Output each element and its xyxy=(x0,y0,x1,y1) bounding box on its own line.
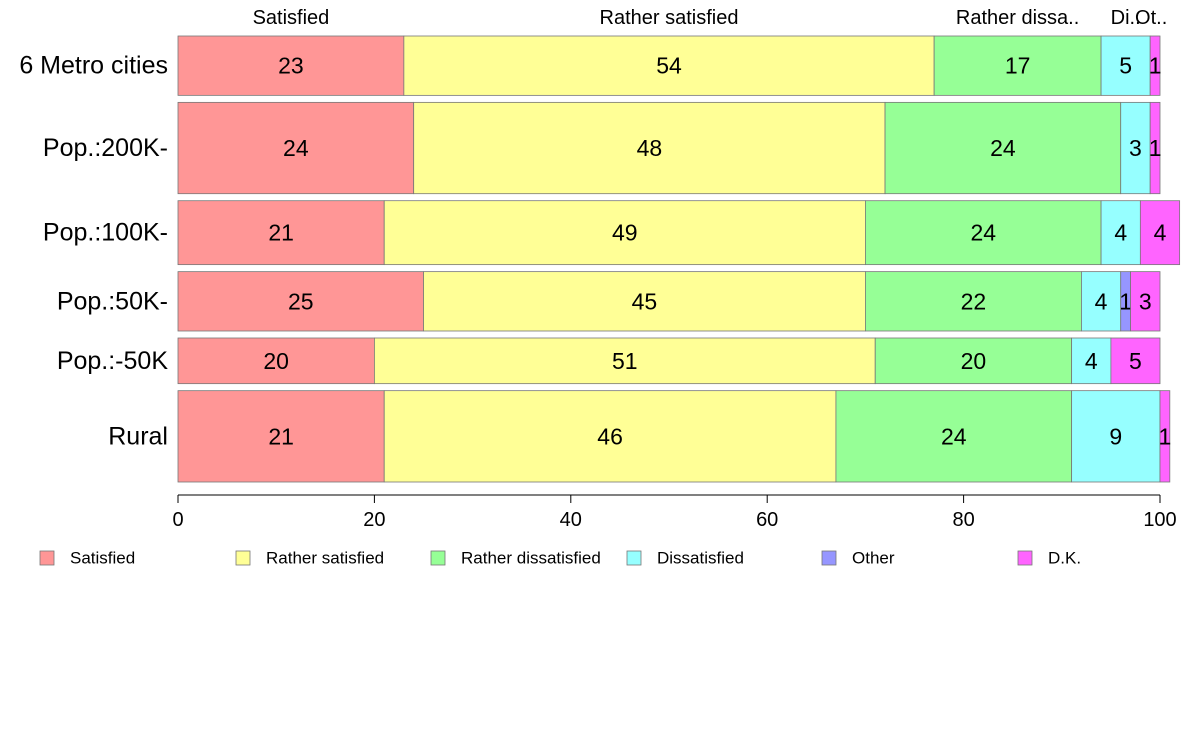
bar-segment xyxy=(177,271,424,332)
bar-segment xyxy=(177,35,405,96)
data-label: 3 xyxy=(1129,135,1142,161)
x-tick-label: 40 xyxy=(560,509,582,531)
data-label: 4 xyxy=(1154,220,1167,246)
top-label: Rather dissa.. xyxy=(956,7,1079,29)
category-label: Pop.:200K- xyxy=(43,134,168,162)
data-label: 49 xyxy=(612,220,638,246)
data-label: 24 xyxy=(990,135,1016,161)
data-label: 1 xyxy=(1149,53,1162,79)
bar-segment xyxy=(383,200,866,266)
data-label: 24 xyxy=(941,423,967,449)
legend-swatch xyxy=(430,550,446,566)
bar-segment xyxy=(865,271,1082,332)
legend-swatch xyxy=(1017,550,1033,566)
legend-label: Rather satisfied xyxy=(266,549,384,568)
legend-swatch xyxy=(821,550,837,566)
bar-segment xyxy=(177,337,375,385)
legend-label: D.K. xyxy=(1048,549,1081,568)
category-label: Pop.:-50K xyxy=(57,347,169,375)
bar-segment xyxy=(1100,200,1141,266)
top-label: Rather satisfied xyxy=(600,7,739,29)
x-tick-label: 0 xyxy=(172,509,183,531)
legend-label: Dissatisfied xyxy=(657,549,744,568)
data-label: 20 xyxy=(263,348,289,374)
bar-segment xyxy=(177,101,415,195)
data-label: 1 xyxy=(1149,135,1162,161)
x-tick-label: 20 xyxy=(363,509,385,531)
bar-segment xyxy=(1071,390,1161,483)
bar-segment xyxy=(1071,337,1112,385)
data-label: 54 xyxy=(656,53,682,79)
bar-segment xyxy=(1110,337,1161,385)
bar-segment xyxy=(383,390,837,483)
x-tick-label: 100 xyxy=(1143,509,1176,531)
x-tick-label: 60 xyxy=(756,509,778,531)
bar-segment xyxy=(865,200,1102,266)
legend-label: Rather dissatisfied xyxy=(461,549,601,568)
bar-segment xyxy=(1130,271,1161,332)
bar-segment xyxy=(835,390,1073,483)
data-label: 3 xyxy=(1139,288,1152,314)
category-label: Pop.:100K- xyxy=(43,219,168,247)
bar-segment xyxy=(1100,35,1151,96)
legend-swatch xyxy=(235,550,251,566)
bar-segment xyxy=(1120,101,1151,195)
bar-segment xyxy=(177,390,385,483)
data-label: 4 xyxy=(1085,348,1098,374)
data-label: 9 xyxy=(1109,423,1122,449)
data-label: 20 xyxy=(961,348,987,374)
bar-segment xyxy=(1149,35,1161,96)
top-label: Satisfied xyxy=(253,7,330,29)
bar-segment xyxy=(423,271,866,332)
data-label: 5 xyxy=(1119,53,1132,79)
data-label: 25 xyxy=(288,288,314,314)
legend-label: Satisfied xyxy=(70,549,135,568)
data-label: 1 xyxy=(1159,423,1172,449)
top-label: Di.. xyxy=(1111,7,1141,29)
bar-segment xyxy=(1159,390,1171,483)
data-label: 46 xyxy=(597,423,623,449)
bar-segment xyxy=(413,101,886,195)
bar-segment xyxy=(403,35,935,96)
bar-segment xyxy=(874,337,1073,385)
data-label: 51 xyxy=(612,348,638,374)
data-label: 21 xyxy=(268,220,294,246)
category-label: 6 Metro cities xyxy=(19,52,168,80)
data-label: 48 xyxy=(637,135,663,161)
data-label: 24 xyxy=(283,135,309,161)
data-label: 21 xyxy=(268,423,294,449)
bar-segment xyxy=(1081,271,1122,332)
data-label: 24 xyxy=(970,220,996,246)
top-label: Ot.. xyxy=(1135,7,1167,29)
data-label: 22 xyxy=(961,288,987,314)
data-label: 23 xyxy=(278,53,304,79)
data-label: 4 xyxy=(1095,288,1108,314)
legend-label: Other xyxy=(852,549,895,568)
bar-segment xyxy=(1139,200,1181,266)
data-label: 1 xyxy=(1119,288,1132,314)
data-label: 17 xyxy=(1005,53,1031,79)
bar-segment xyxy=(1149,101,1161,195)
data-label: 5 xyxy=(1129,348,1142,374)
category-label: Rural xyxy=(108,422,168,450)
bar-segment xyxy=(884,101,1122,195)
legend-swatch xyxy=(626,550,642,566)
bar-segment xyxy=(373,337,876,385)
category-label: Pop.:50K- xyxy=(57,287,168,315)
data-label: 4 xyxy=(1114,220,1127,246)
bar-segment xyxy=(177,200,385,266)
x-tick-label: 80 xyxy=(952,509,974,531)
bar-segment xyxy=(933,35,1102,96)
data-label: 45 xyxy=(632,288,658,314)
legend-swatch xyxy=(39,550,55,566)
